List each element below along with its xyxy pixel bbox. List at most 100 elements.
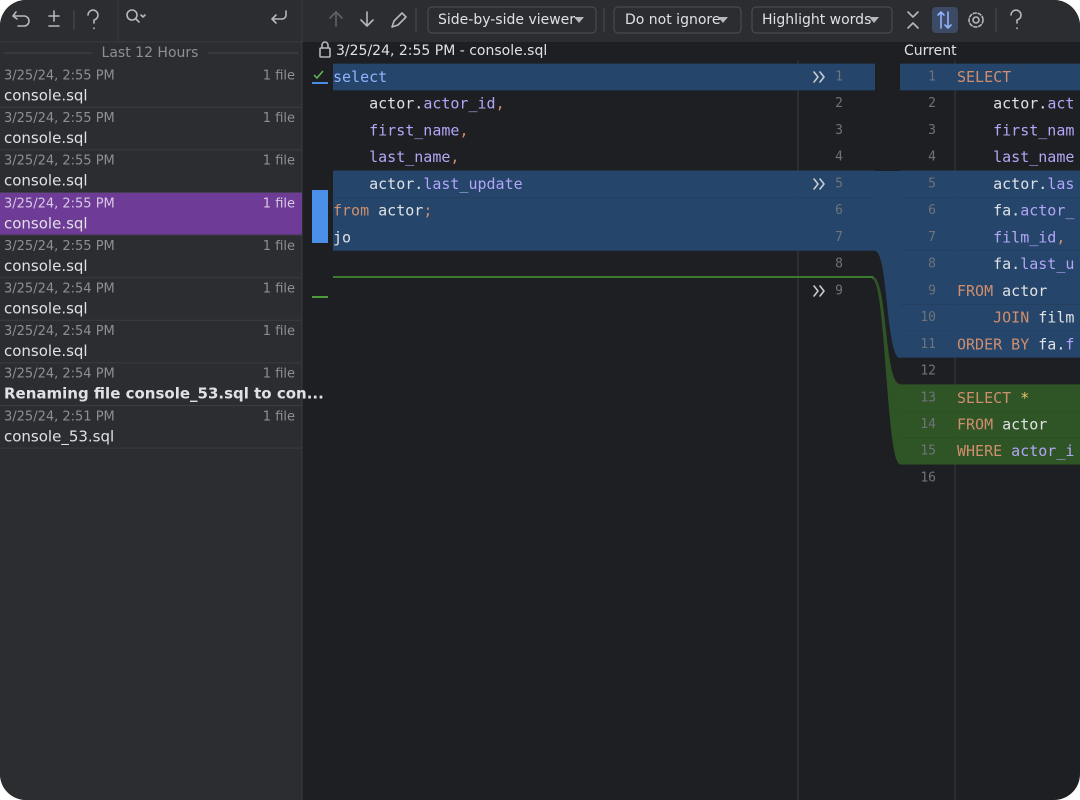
item-time: 3/25/24, 2:54 PM: [4, 324, 115, 339]
edit-button[interactable]: [391, 12, 407, 28]
line-bg: [333, 197, 798, 225]
line-number: 5: [835, 176, 843, 191]
code-token: ;: [423, 201, 432, 219]
code-token: ,: [1056, 228, 1065, 246]
history-item[interactable]: 3/25/24, 2:54 PM 1 file console.sql: [0, 282, 302, 321]
line-bg: [955, 224, 1080, 251]
item-name: Renaming file console_53.sql to con...: [4, 385, 324, 403]
code-token: ,: [459, 121, 468, 139]
sync-scroll-button[interactable]: [932, 7, 958, 33]
line-bg: [955, 304, 1080, 331]
sync-icon: [937, 11, 952, 29]
code-token: actor.: [957, 174, 1047, 192]
item-name: console.sql: [4, 172, 88, 190]
code-token: last_name: [957, 148, 1074, 166]
code-token: actor_i: [1002, 442, 1074, 460]
next-diff[interactable]: [360, 11, 374, 27]
item-time: 3/25/24, 2:54 PM: [4, 282, 115, 297]
item-count: 1 file: [263, 282, 295, 297]
history-item[interactable]: 3/25/24, 2:51 PM 1 file console_53.sql: [0, 409, 302, 449]
line-bg: [955, 250, 1080, 278]
item-name: console.sql: [4, 342, 88, 360]
code-token: *: [1011, 388, 1029, 406]
gutter-bg: [798, 170, 875, 198]
item-name: console.sql: [4, 214, 88, 232]
prev-diff[interactable]: [329, 11, 343, 27]
left-title: 3/25/24, 2:55 PM - console.sql: [336, 43, 547, 59]
code-token: ,: [496, 94, 505, 112]
code-token: las: [1047, 174, 1074, 192]
code-line: FROM actor: [957, 415, 1047, 433]
diff-button[interactable]: [48, 10, 60, 27]
code-line: FROM actor: [957, 281, 1047, 299]
gutter-bg: [798, 224, 875, 251]
line-number: 3: [835, 123, 843, 138]
item-time: 3/25/24, 2:51 PM: [4, 409, 115, 424]
line-number: 4: [835, 150, 843, 165]
code-line: first_name,: [333, 121, 468, 139]
item-count: 1 file: [263, 111, 295, 126]
item-name: console.sql: [4, 87, 88, 105]
line-bg: [955, 411, 1080, 438]
item-count: 1 file: [263, 367, 295, 382]
line-number: 4: [928, 150, 936, 165]
ignore-dropdown[interactable]: [613, 6, 742, 34]
dropdown-arrow: [574, 17, 584, 23]
gutter-bg: [900, 250, 955, 278]
change-marker: [312, 190, 328, 243]
history-item[interactable]: 3/25/24, 2:55 PM 1 file console.sql: [0, 111, 302, 151]
code-token: SELECT: [957, 388, 1011, 406]
search-field[interactable]: [126, 9, 146, 23]
history-item[interactable]: 3/25/24, 2:55 PM 1 file console.sql: [0, 69, 302, 108]
code-token: film_id: [957, 228, 1056, 246]
dropdown-label: Do not ignore: [625, 12, 720, 28]
line-bg: [955, 277, 1080, 305]
gutter-bg: [900, 170, 955, 198]
line-bg: [955, 384, 1080, 412]
dropdown-label: Highlight words: [762, 12, 871, 28]
line-number: 12: [920, 364, 936, 379]
item-time: 3/25/24, 2:55 PM: [4, 154, 115, 169]
history-item[interactable]: 3/25/24, 2:55 PM 1 file console.sql: [0, 239, 302, 279]
code-line: actor.las: [957, 174, 1074, 192]
settings-button[interactable]: [968, 12, 984, 28]
line-number: 7: [928, 230, 936, 245]
gutter-bg: [900, 304, 955, 331]
apply-arrows[interactable]: [813, 285, 825, 297]
history-item[interactable]: 3/25/24, 2:54 PM 1 file console.sql: [0, 324, 302, 364]
code-line: fa.actor_: [957, 201, 1075, 219]
sidebar: [0, 0, 302, 800]
enter-button[interactable]: [271, 10, 287, 24]
help-button[interactable]: [87, 9, 99, 30]
code-token: actor.: [333, 174, 423, 192]
code-token: act: [1047, 94, 1074, 112]
collapse-button[interactable]: [907, 11, 919, 29]
code-token: ORDER BY: [957, 335, 1029, 353]
line-number: 11: [920, 337, 936, 352]
item-count: 1 file: [263, 409, 295, 424]
code-line: select: [333, 68, 387, 86]
change-connector: [875, 171, 900, 358]
history-item[interactable]: 3/25/24, 2:55 PM 1 file console.sql: [0, 192, 302, 236]
right-title: Current: [904, 43, 957, 59]
undo-button[interactable]: [12, 11, 30, 27]
help-button[interactable]: [1010, 9, 1022, 30]
history-item[interactable]: 3/25/24, 2:55 PM 1 file console.sql: [0, 154, 302, 193]
code-line: actor.act: [957, 94, 1074, 112]
apply-arrows[interactable]: [813, 178, 825, 190]
history-item[interactable]: 3/25/24, 2:54 PM 1 file Renaming file cons…: [0, 367, 324, 406]
highlight-dropdown[interactable]: [751, 6, 893, 34]
code-line: fa.last_u: [957, 255, 1074, 273]
viewer-dropdown[interactable]: [427, 6, 597, 34]
dropdown-arrow: [869, 17, 879, 23]
dropdown-label: Side-by-side viewer: [438, 12, 575, 28]
code-line: ORDER BY fa.f: [957, 335, 1074, 353]
line-number: 9: [928, 283, 936, 298]
apply-arrows[interactable]: [813, 71, 825, 83]
code-token: actor.: [957, 94, 1047, 112]
code-line: first_nam: [957, 121, 1074, 139]
code-token: FROM: [957, 415, 993, 433]
